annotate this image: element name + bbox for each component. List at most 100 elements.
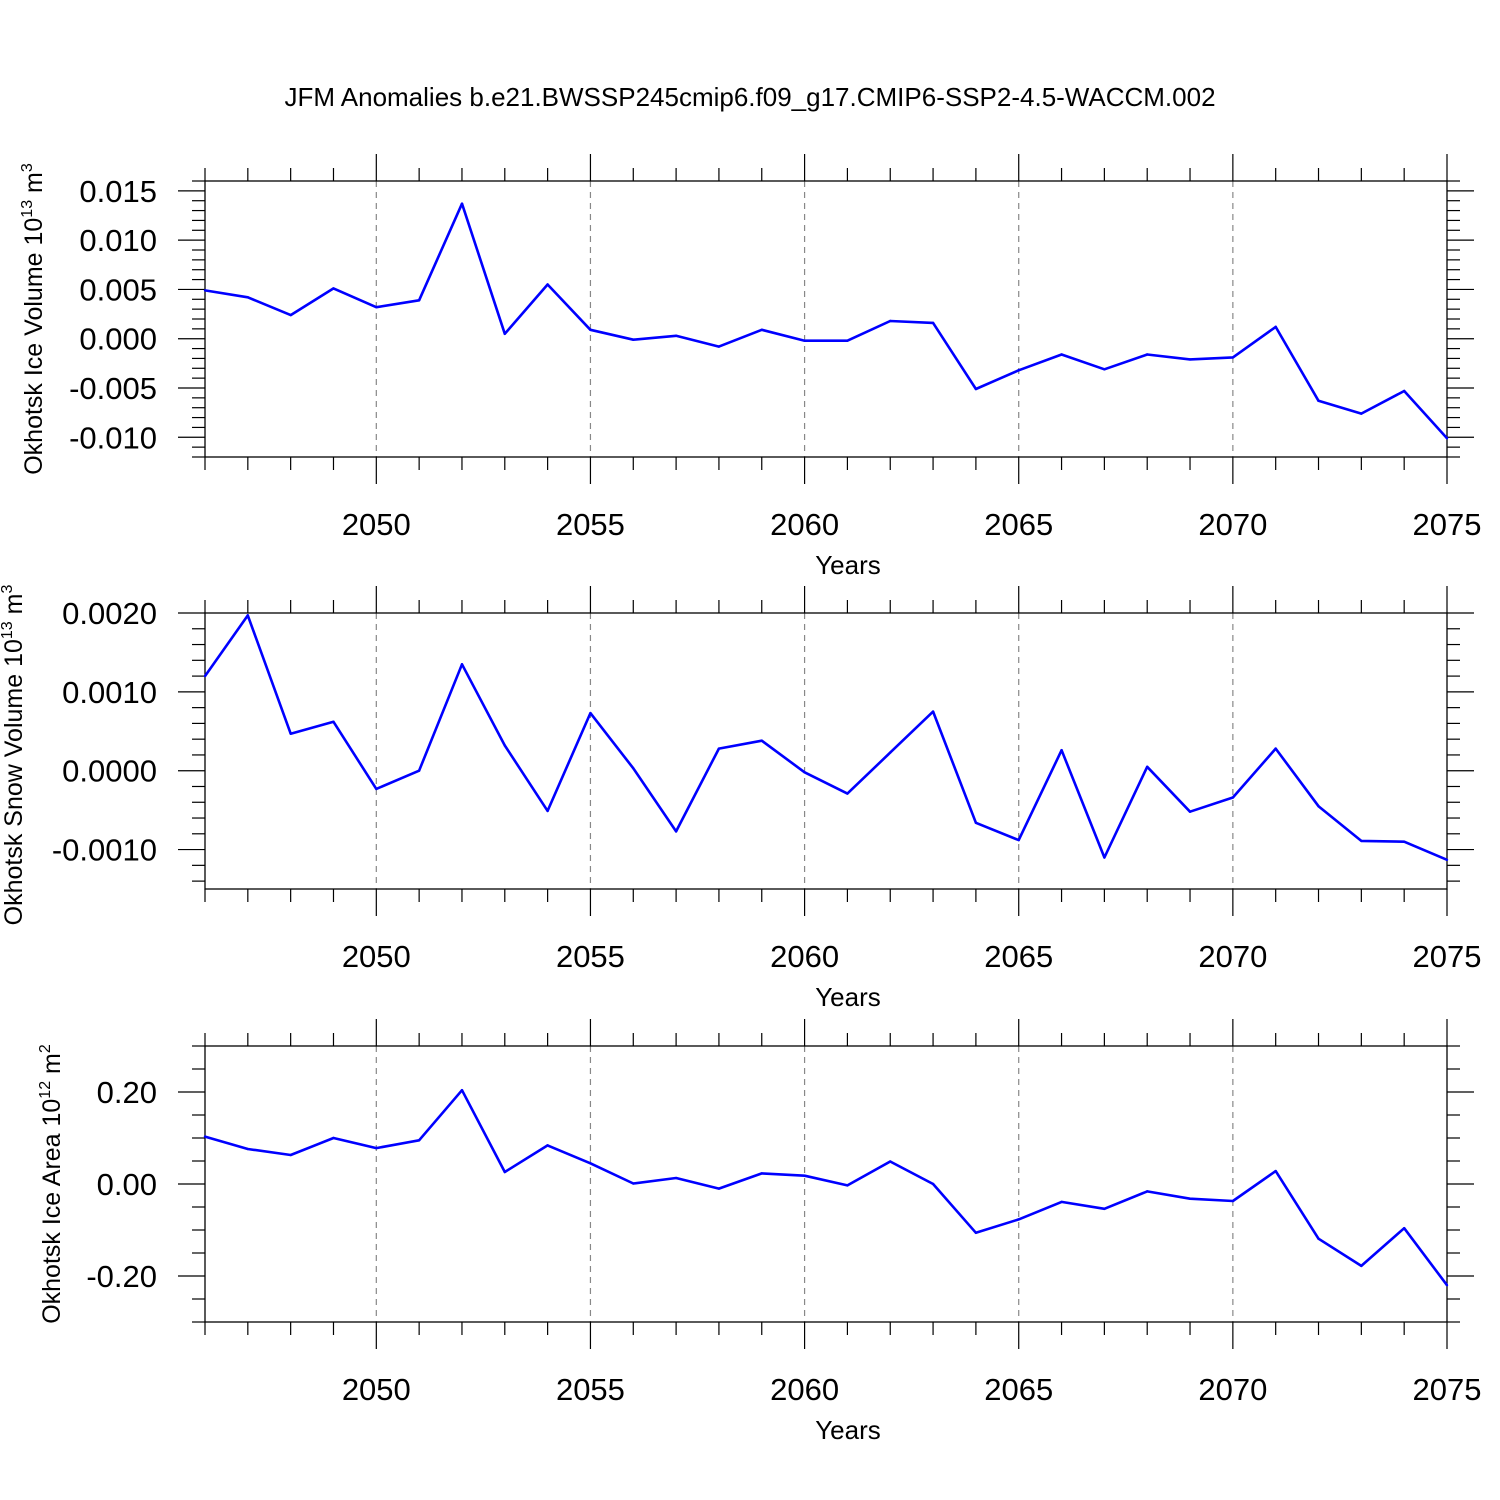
data-point <box>1402 1226 1406 1230</box>
x-tick-label: 2075 <box>1413 939 1482 974</box>
x-tick-label: 2050 <box>342 1372 411 1407</box>
x-tick-label: 2060 <box>770 1372 839 1407</box>
data-point <box>846 792 849 795</box>
data-point <box>289 732 292 735</box>
x-tick-label: 2075 <box>1413 507 1482 542</box>
data-point <box>417 1139 421 1142</box>
y-tick-label: 0.0010 <box>62 675 157 710</box>
data-point <box>203 1135 207 1138</box>
data-point <box>1060 1200 1063 1204</box>
x-tick-label: 2055 <box>556 1372 625 1407</box>
data-point <box>717 747 721 750</box>
plot-frame <box>204 180 1448 458</box>
data-point <box>889 1160 892 1163</box>
figure-title: JFM Anomalies b.e21.BWSSP245cmip6.f09_g1… <box>284 82 1215 112</box>
x-tick-label: 2070 <box>1198 1372 1267 1407</box>
plot-frame <box>204 1045 1448 1323</box>
data-point <box>1360 412 1363 415</box>
y-tick-label: 0.00 <box>97 1167 157 1202</box>
data-point <box>717 1187 721 1190</box>
series-line <box>203 614 1448 861</box>
data-point <box>546 809 549 813</box>
data-point <box>1317 399 1320 403</box>
data-point <box>632 767 635 770</box>
y-tick-label: 0.010 <box>79 223 157 258</box>
data-point <box>846 1184 849 1187</box>
data-point <box>803 339 806 342</box>
data-point <box>889 751 892 754</box>
data-point <box>717 345 721 348</box>
panel-snow-volume: -0.0010 0.0000 0.0010 0.0020 2050 2055 2060 206… <box>0 585 1481 1012</box>
data-point <box>1445 437 1449 440</box>
y-tick-label: 0.20 <box>97 1075 157 1110</box>
series-line <box>204 202 1448 440</box>
data-point <box>1231 1199 1235 1203</box>
x-axis-label: Years <box>815 1415 881 1445</box>
data-point <box>332 720 335 724</box>
data-point <box>503 332 506 335</box>
data-point <box>1017 1218 1020 1221</box>
plot-frame <box>204 612 1448 890</box>
data-point <box>589 711 592 715</box>
data-point <box>417 299 421 302</box>
y-axis-label-unit-exponent: 3 <box>0 585 16 594</box>
data-point <box>375 305 378 309</box>
data-point <box>417 769 421 772</box>
data-point <box>760 739 763 742</box>
data-point <box>1274 1169 1277 1173</box>
y-axis-label-unit: m <box>0 594 28 622</box>
data-point <box>1402 840 1406 843</box>
x-tick-label: 2070 <box>1198 507 1267 542</box>
data-point <box>632 338 635 341</box>
data-point <box>503 744 506 747</box>
data-point <box>1146 353 1149 356</box>
y-tick-label: -0.005 <box>69 371 157 406</box>
data-point <box>1231 356 1235 359</box>
data-point <box>974 1231 978 1234</box>
data-point <box>674 334 678 337</box>
data-point <box>460 202 464 205</box>
data-point <box>1017 369 1020 372</box>
data-point <box>632 1182 635 1185</box>
data-point <box>803 771 806 774</box>
data-point <box>1188 358 1192 361</box>
data-point <box>974 387 978 391</box>
y-axis-label-exponent: 12 <box>37 1081 54 1099</box>
data-point <box>931 1182 935 1186</box>
x-tick-label: 2050 <box>342 939 411 974</box>
data-point <box>1445 1284 1449 1287</box>
data-point <box>503 1170 506 1174</box>
y-tick-label: -0.0010 <box>52 833 157 868</box>
data-point <box>674 1176 678 1180</box>
data-point <box>589 328 592 332</box>
data-point <box>546 1144 549 1147</box>
data-point <box>1103 368 1106 371</box>
y-axis-label-unit-exponent: 3 <box>19 163 36 172</box>
x-tick-label: 2060 <box>770 507 839 542</box>
data-point <box>760 1172 763 1175</box>
data-point <box>460 1088 464 1092</box>
data-point <box>1274 747 1277 750</box>
data-point <box>1274 325 1277 329</box>
x-tick-label: 2065 <box>984 939 1053 974</box>
data-point <box>546 283 549 286</box>
y-axis-label: Okhotsk Ice Area 1012 m2 <box>37 1044 66 1324</box>
x-axis-label: Years <box>815 550 881 580</box>
data-point <box>1146 765 1149 768</box>
data-point <box>1188 1197 1192 1200</box>
data-point <box>332 1136 335 1140</box>
y-tick-label: -0.20 <box>86 1259 157 1294</box>
y-axis-label-unit-exponent: 2 <box>37 1044 54 1053</box>
y-tick-label: 0.0020 <box>62 596 157 631</box>
data-point <box>589 1162 592 1165</box>
y-axis-label-unit: m <box>20 172 48 200</box>
y-tick-label: 0.0000 <box>62 754 157 789</box>
y-axis-label-main: Okhotsk Snow Volume 10 <box>0 639 28 925</box>
y-axis-label-exponent: 13 <box>19 200 36 218</box>
data-point <box>203 289 207 292</box>
y-axis-label-unit: m <box>38 1053 66 1081</box>
data-point <box>931 321 935 325</box>
data-point <box>1188 810 1192 813</box>
data-point <box>375 1146 378 1150</box>
data-point <box>1060 749 1063 752</box>
